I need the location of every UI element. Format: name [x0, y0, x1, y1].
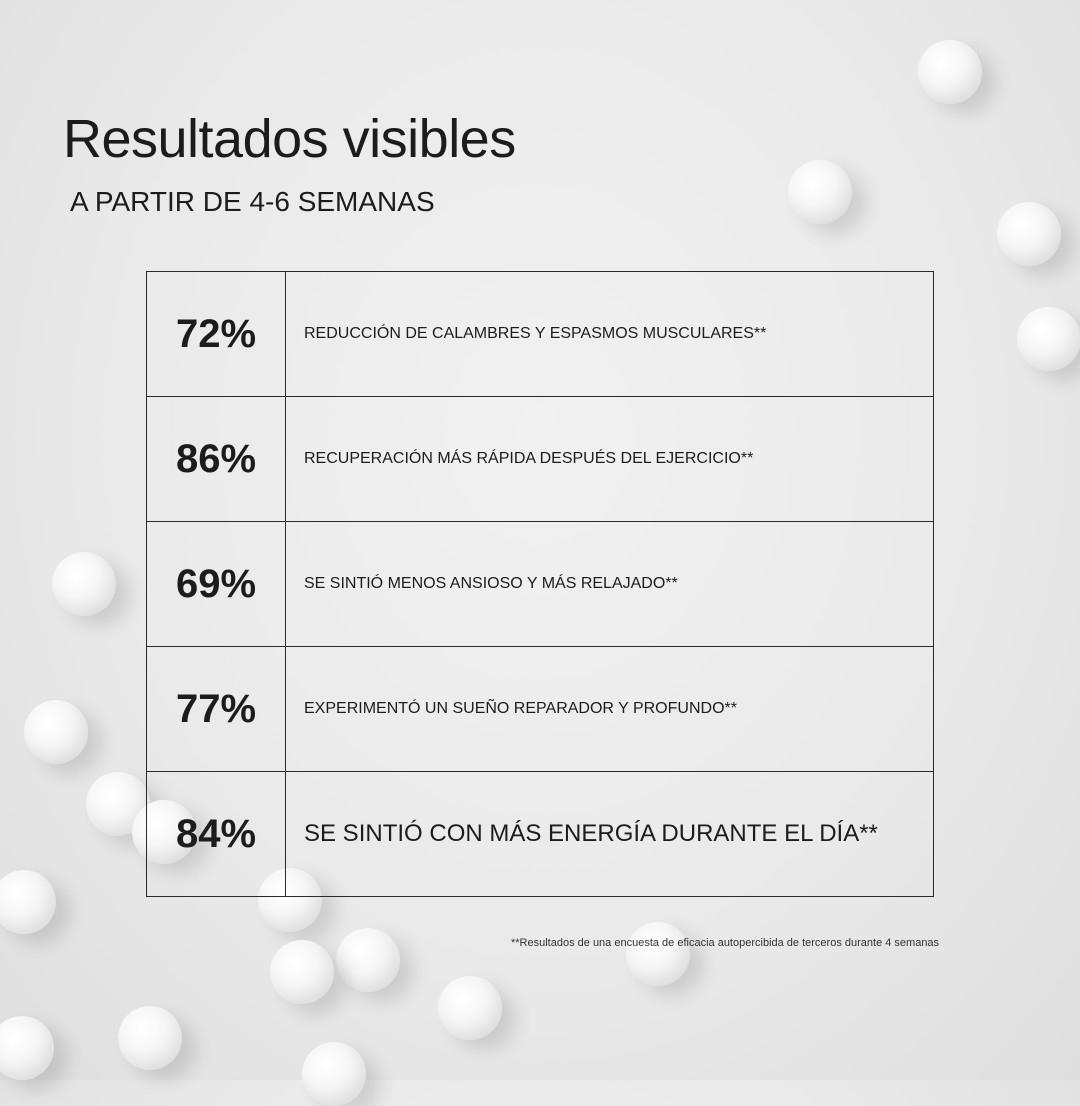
subtitle: A PARTIR DE 4-6 SEMANAS [70, 186, 435, 217]
percent-value: 84% [146, 771, 286, 897]
results-table: 72% REDUCCIÓN DE CALAMBRES Y ESPASMOS MUS… [146, 271, 934, 897]
result-description: REDUCCIÓN DE CALAMBRES Y ESPASMOS MUSCUL… [285, 271, 934, 397]
percent-value: 72% [146, 271, 286, 397]
table-row: 84% SE SINTIÓ CON MÁS ENERGÍA DURANTE EL … [146, 771, 934, 897]
table-row: 69% SE SINTIÓ MENOS ANSIOSO Y MÁS RELAJAD… [146, 521, 934, 647]
result-description: SE SINTIÓ CON MÁS ENERGÍA DURANTE EL DÍA… [285, 771, 934, 897]
percent-value: 69% [146, 521, 286, 647]
percent-value: 86% [146, 396, 286, 522]
table-row: 77% EXPERIMENTÓ UN SUEÑO REPARADOR Y PROF… [146, 646, 934, 772]
result-description: RECUPERACIÓN MÁS RÁPIDA DESPUÉS DEL EJER… [285, 396, 934, 522]
page-title: Resultados visibles [63, 109, 516, 169]
percent-value: 77% [146, 646, 286, 772]
table-row: 86% RECUPERACIÓN MÁS RÁPIDA DESPUÉS DEL E… [146, 396, 934, 522]
result-description: EXPERIMENTÓ UN SUEÑO REPARADOR Y PROFUND… [285, 646, 934, 772]
footnote: **Resultados de una encuesta de eficacia… [511, 937, 940, 949]
table-row: 72% REDUCCIÓN DE CALAMBRES Y ESPASMOS MUS… [146, 271, 934, 397]
result-description: SE SINTIÓ MENOS ANSIOSO Y MÁS RELAJADO** [285, 521, 934, 647]
